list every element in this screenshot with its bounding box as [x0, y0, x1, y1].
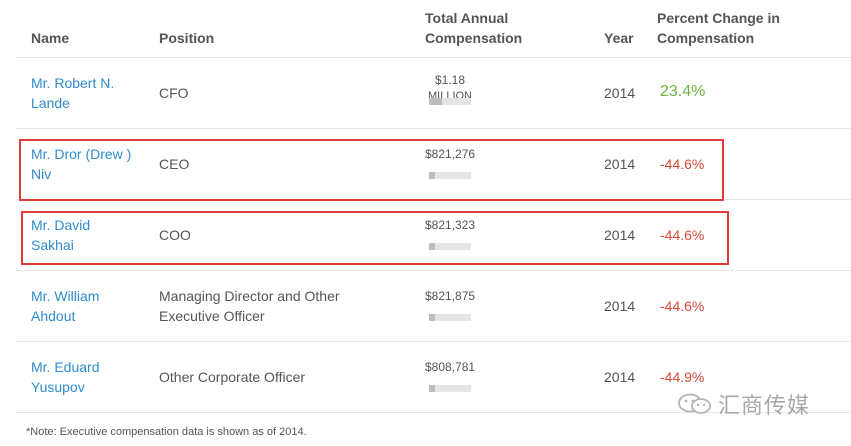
name-line1[interactable]: Mr. Robert N. — [31, 75, 115, 91]
compensation-bar — [429, 385, 471, 392]
name-line2[interactable]: Lande — [31, 95, 70, 111]
header-comp-line1: Total Annual — [425, 10, 509, 26]
year-cell: 2014 — [604, 227, 636, 243]
year-cell: 2014 — [604, 156, 636, 172]
name-line2[interactable]: Sakhai — [31, 237, 74, 253]
compensation-bar-fill — [429, 385, 436, 392]
name-line1[interactable]: Mr. William — [31, 288, 100, 304]
highlight-box-coo — [21, 211, 729, 265]
percent-change-cell: -44.6% — [660, 227, 705, 243]
footnote: *Note: Executive compensation data is sh… — [26, 426, 307, 438]
header-compensation: Total Annual Compensation — [425, 8, 522, 48]
executive-name-link[interactable]: Mr. David Sakhai — [31, 215, 146, 255]
highlight-box-ceo — [19, 139, 724, 201]
name-line2[interactable]: Niv — [31, 166, 52, 182]
table-row: Mr. David Sakhai COO $821,323 2014 -44.6… — [15, 200, 851, 271]
header-pct-line2: Compensation — [657, 30, 755, 46]
name-line1[interactable]: Mr. Eduard — [31, 359, 100, 375]
position-cell: CFO — [159, 85, 189, 101]
compensation-bar — [429, 98, 471, 105]
compensation-value: $821,875 — [425, 289, 476, 303]
executive-name-link[interactable]: Mr. Eduard Yusupov — [31, 357, 146, 397]
compensation-bar-fill — [429, 314, 436, 321]
header-position: Position — [159, 30, 215, 46]
name-line2[interactable]: Ahdout — [31, 308, 76, 324]
position-line2: Executive Officer — [159, 308, 265, 324]
year-cell: 2014 — [604, 85, 636, 101]
table-row: Mr. Robert N. Lande CFO $1.18 MILLION 20… — [15, 58, 851, 129]
position-cell: COO — [159, 227, 191, 243]
compensation-value: $821,276 — [425, 147, 476, 161]
percent-change-cell: -44.9% — [660, 369, 705, 385]
watermark-text: 汇商传媒 — [718, 393, 811, 418]
compensation-value: $808,781 — [425, 360, 476, 374]
year-cell: 2014 — [604, 369, 636, 385]
percent-change-cell: 23.4% — [660, 83, 706, 100]
compensation-bar-fill — [429, 98, 442, 105]
percent-change-cell: -44.6% — [660, 156, 705, 172]
table-row: Mr. William Ahdout Managing Director and… — [15, 271, 851, 342]
name-line1[interactable]: Mr. David — [31, 217, 91, 233]
compensation-bar-fill — [429, 243, 436, 250]
name-line2[interactable]: Yusupov — [31, 379, 85, 395]
executive-name-link[interactable]: Mr. Robert N. Lande — [31, 73, 146, 113]
header-name: Name — [31, 30, 70, 46]
comp-line1: $1.18 — [434, 73, 466, 87]
executive-name-link[interactable]: Mr. Dror (Drew ) Niv — [31, 144, 146, 184]
position-cell: Other Corporate Officer — [159, 369, 306, 385]
table-row: Mr. Eduard Yusupov Other Corporate Offic… — [15, 342, 851, 413]
name-line1[interactable]: Mr. Dror (Drew ) — [31, 146, 132, 162]
position-line1: Managing Director and Other — [159, 288, 340, 304]
year-cell: 2014 — [604, 298, 636, 314]
wechat-icon — [678, 393, 712, 415]
table-header: Name Position Total Annual Compensation … — [15, 0, 851, 58]
compensation-bar — [429, 314, 471, 321]
position-cell: Managing Director and Other Executive Of… — [159, 286, 389, 326]
compensation-value: $821,323 — [425, 218, 476, 232]
watermark: 汇商传媒 — [678, 388, 810, 420]
compensation-bar — [429, 243, 471, 250]
executive-name-link[interactable]: Mr. William Ahdout — [31, 286, 146, 326]
compensation-bar — [429, 172, 471, 179]
percent-change-cell: -44.6% — [660, 298, 705, 314]
header-pct-line1: Percent Change in — [657, 10, 780, 26]
header-comp-line2: Compensation — [425, 30, 523, 46]
position-cell: CEO — [159, 156, 190, 172]
header-percent-change: Percent Change in Compensation — [657, 8, 780, 48]
header-year: Year — [604, 30, 634, 46]
compensation-bar-fill — [429, 172, 436, 179]
